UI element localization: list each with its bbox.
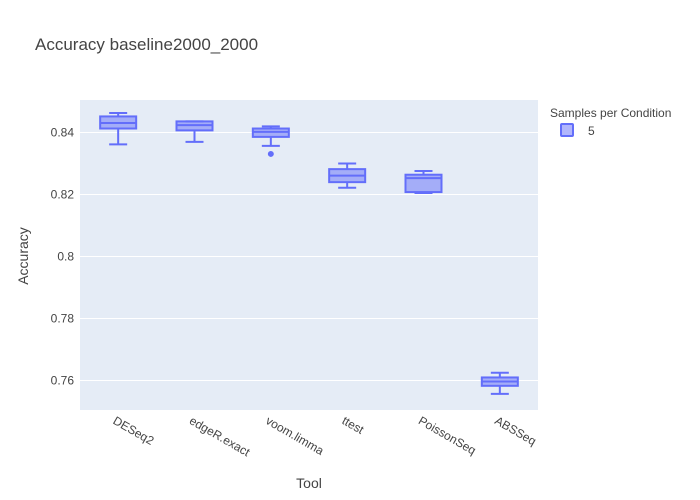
box-DESeq2 (99, 112, 138, 146)
box-PoissonSeq (404, 169, 443, 194)
legend-title: Samples per Condition (550, 106, 671, 120)
x-tick-labels: DESeq2 edgeR.exact voom.limma ttest PoissonS… (111, 413, 539, 459)
y-tick-label: 0.76 (51, 374, 75, 388)
x-tick-label: ttest (340, 413, 367, 437)
y-tick-labels: 0.76 0.78 0.8 0.82 0.84 (51, 126, 75, 388)
chart-title: Accuracy baseline2000_2000 (35, 35, 258, 54)
x-axis-label: Tool (296, 475, 322, 491)
x-tick-label: voom.limma (263, 413, 326, 458)
legend[interactable]: Samples per Condition 5 (550, 106, 671, 138)
box-ABSSeq (480, 371, 519, 395)
x-tick-label: DESeq2 (111, 413, 157, 448)
plot-area (80, 100, 538, 410)
box-edgeR.exact (175, 120, 214, 143)
y-axis-label: Accuracy (15, 227, 31, 285)
box-ttest (328, 162, 367, 189)
y-tick-label: 0.82 (51, 188, 75, 202)
y-tick-label: 0.78 (51, 312, 75, 326)
outlier-point (267, 150, 274, 157)
legend-entry[interactable]: 5 (588, 124, 595, 138)
box-plots (99, 112, 519, 395)
x-tick-label: ABSSeq (492, 413, 538, 448)
grid-lines (80, 132, 538, 382)
box-voom.limma (251, 125, 290, 157)
x-tick-label: edgeR.exact (187, 413, 253, 459)
x-tick-label: PoissonSeq (416, 413, 478, 457)
legend-swatch[interactable] (560, 123, 574, 137)
y-tick-label: 0.84 (51, 126, 75, 140)
y-tick-label: 0.8 (57, 250, 74, 264)
